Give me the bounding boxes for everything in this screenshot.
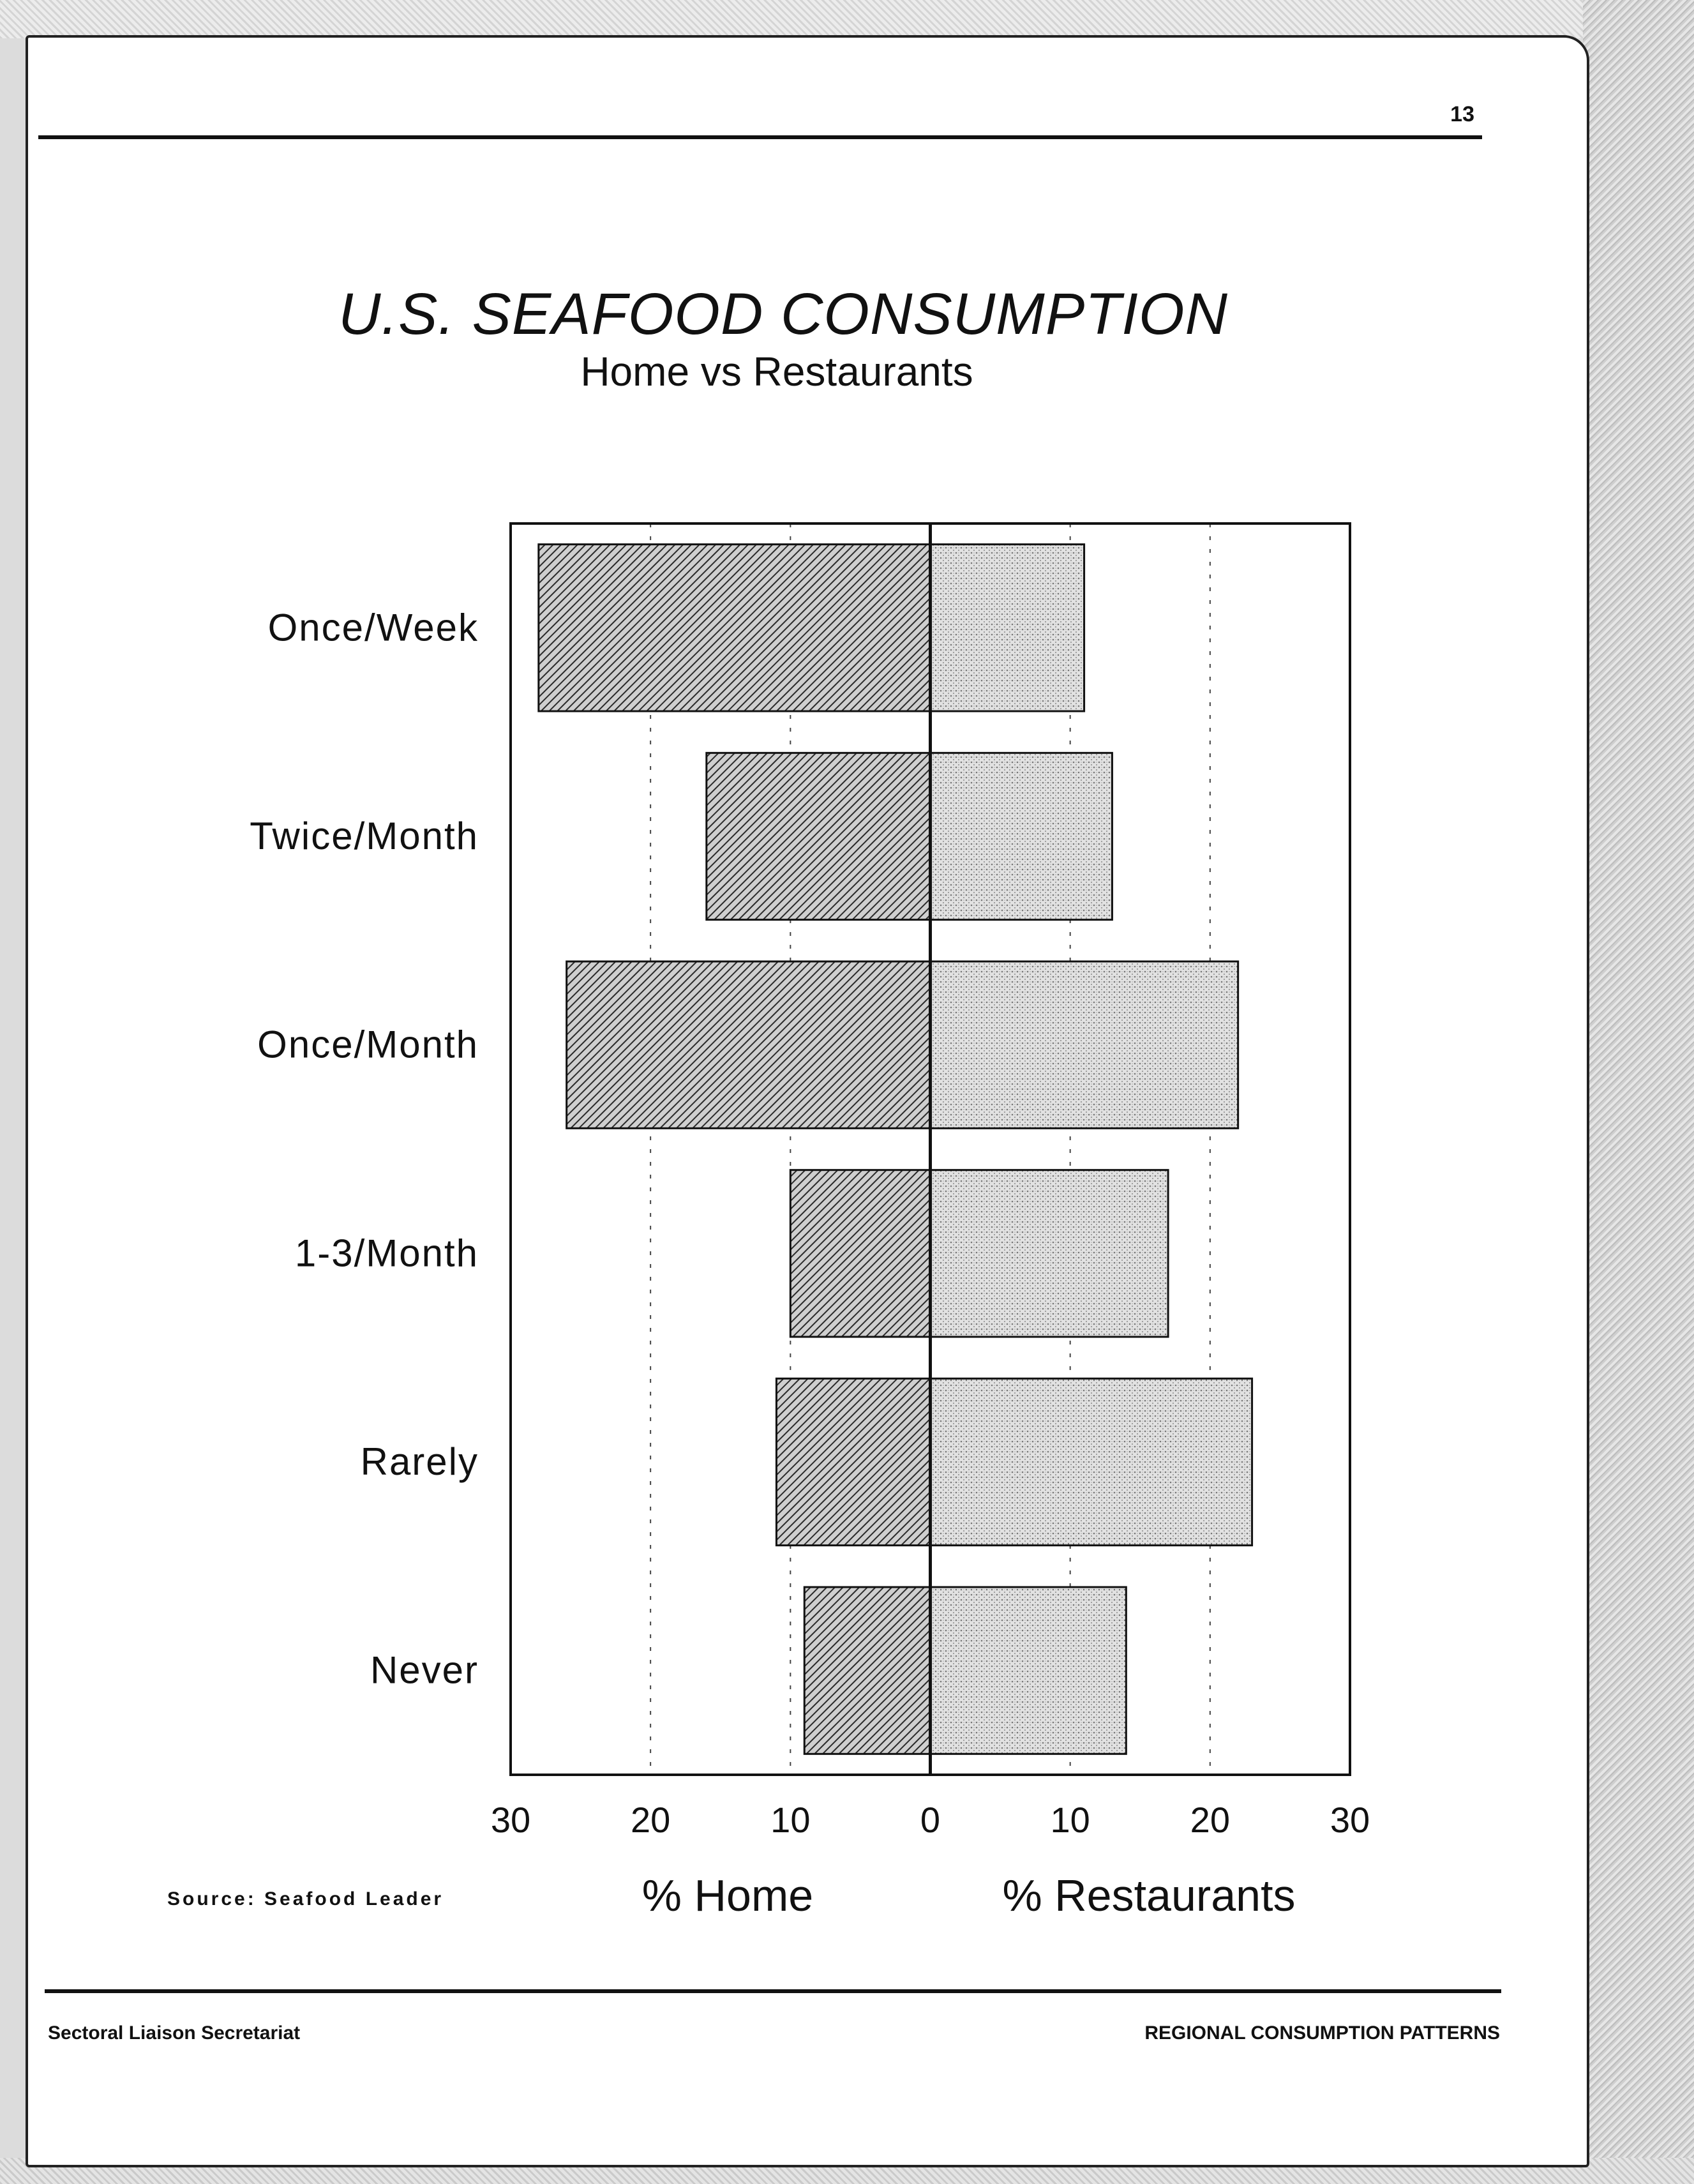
chart-title: U.S. SEAFOOD CONSUMPTION bbox=[338, 282, 1228, 347]
category-label-2: Once/Month bbox=[257, 1023, 479, 1066]
bar-restaurants-0 bbox=[929, 543, 1086, 712]
scan-edge-right bbox=[1583, 0, 1694, 2184]
category-label-1: Twice/Month bbox=[250, 815, 479, 857]
bar-restaurants-5 bbox=[929, 1586, 1127, 1755]
footer-rule bbox=[45, 1989, 1501, 1993]
footer-section-title: REGIONAL CONSUMPTION PATTERNS bbox=[1144, 2022, 1500, 2044]
x-axis-title-home: % Home bbox=[642, 1871, 813, 1920]
document-page bbox=[26, 35, 1589, 2167]
x-axis-title-restaurants: % Restaurants bbox=[1002, 1871, 1295, 1920]
bar-home-4 bbox=[775, 1377, 931, 1547]
page-number: 13 bbox=[1450, 102, 1474, 126]
tick-labels: 30 20 10 0 10 20 30 bbox=[491, 1800, 1370, 1840]
category-label-5: Never bbox=[370, 1649, 479, 1692]
category-label-4: Rarely bbox=[361, 1440, 479, 1483]
category-labels: Once/Week Twice/Month Once/Month 1-3/Month R… bbox=[250, 606, 479, 1692]
x-tick-label-1: 20 bbox=[631, 1800, 670, 1840]
x-tick-label-6: 30 bbox=[1330, 1800, 1370, 1840]
category-label-3: 1-3/Month bbox=[295, 1231, 479, 1274]
x-tick-label-2: 10 bbox=[770, 1800, 810, 1840]
bar-restaurants-4 bbox=[929, 1377, 1254, 1547]
footer-publisher: Sectoral Liaison Secretariat bbox=[48, 2022, 301, 2044]
bar-home-3 bbox=[789, 1169, 932, 1338]
gridlines bbox=[650, 523, 1211, 1775]
bar-restaurants-2 bbox=[929, 960, 1240, 1129]
bar-home-2 bbox=[566, 960, 931, 1129]
bar-restaurants-3 bbox=[929, 1169, 1169, 1338]
bars bbox=[537, 543, 1254, 1755]
category-label-0: Once/Week bbox=[268, 606, 479, 649]
x-tick-label-0: 30 bbox=[491, 1800, 530, 1840]
chart-subtitle: Home vs Restaurants bbox=[580, 349, 973, 395]
source-note: Source: Seafood Leader bbox=[167, 1888, 444, 1909]
scan-edge-top bbox=[0, 0, 1694, 38]
bar-home-1 bbox=[705, 751, 932, 921]
bar-home-0 bbox=[537, 543, 931, 712]
bar-home-5 bbox=[803, 1586, 931, 1755]
x-tick-label-3: 0 bbox=[920, 1800, 940, 1840]
x-tick-label-5: 20 bbox=[1190, 1800, 1230, 1840]
bar-restaurants-1 bbox=[929, 751, 1113, 921]
header-rule bbox=[38, 135, 1482, 139]
x-tick-label-4: 10 bbox=[1051, 1800, 1090, 1840]
